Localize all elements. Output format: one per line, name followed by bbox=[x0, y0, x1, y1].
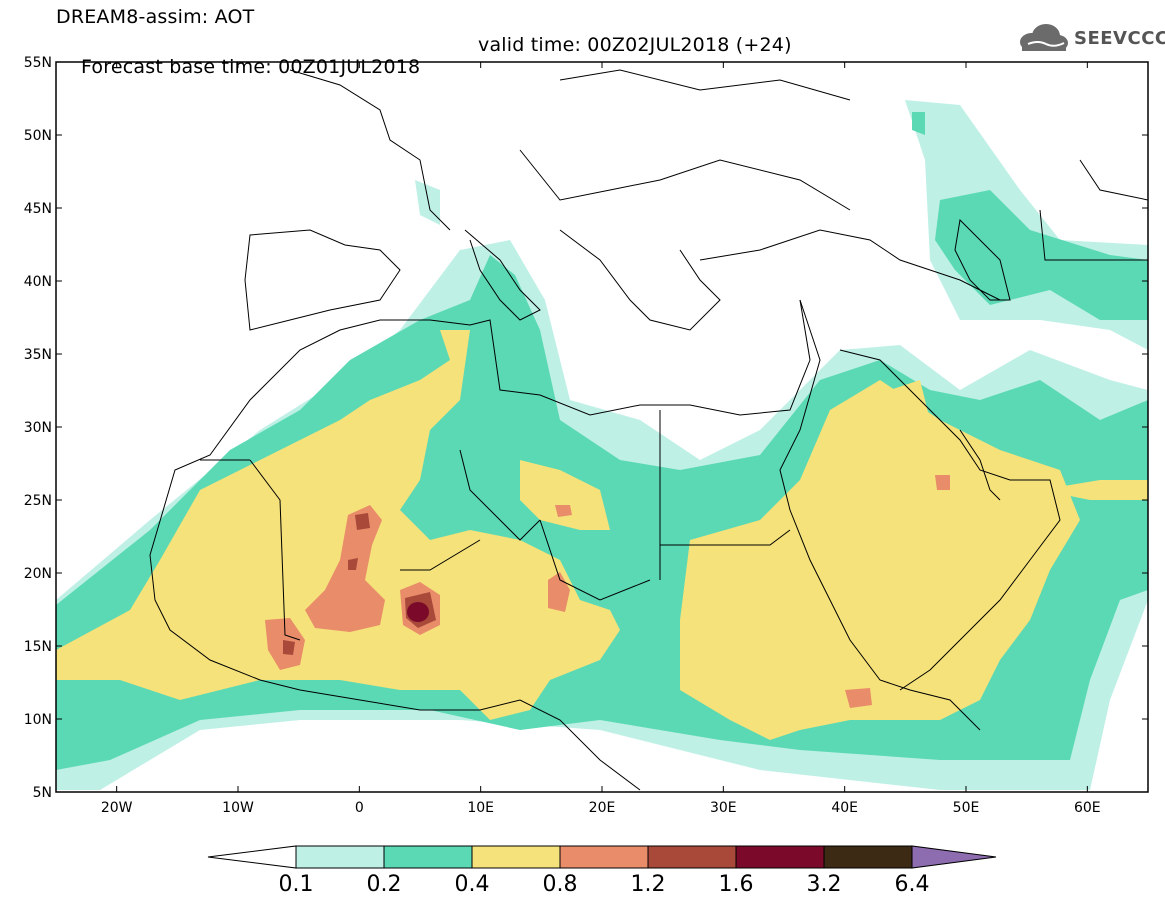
coastlines bbox=[149, 69, 1148, 791]
lat-label: 50N bbox=[24, 128, 52, 144]
colorbar-segment bbox=[559, 845, 649, 869]
colorbar-segment bbox=[823, 845, 913, 869]
lon-label: 60E bbox=[1074, 800, 1101, 816]
lon-label: 50E bbox=[953, 800, 980, 816]
colorbar-label: 1.2 bbox=[631, 872, 666, 897]
colorbar-over-triangle bbox=[911, 845, 997, 869]
colorbar-segment bbox=[471, 845, 561, 869]
lat-label: 5N bbox=[33, 785, 52, 801]
cloud-icon bbox=[1020, 24, 1068, 51]
lat-label: 20N bbox=[24, 566, 52, 582]
lat-label: 10N bbox=[24, 712, 52, 728]
lon-label: 10W bbox=[222, 800, 254, 816]
lat-label: 30N bbox=[24, 420, 52, 436]
lat-label: 25N bbox=[24, 493, 52, 509]
colorbar-segment bbox=[735, 845, 825, 869]
colorbar bbox=[207, 845, 997, 869]
lat-label: 35N bbox=[24, 347, 52, 363]
colorbar-label: 0.8 bbox=[543, 872, 578, 897]
lon-label: 40E bbox=[831, 800, 858, 816]
colorbar-labels: 0.1 0.2 0.4 0.8 1.2 1.6 3.2 6.4 bbox=[279, 872, 930, 897]
logo-text: SEEVCCC bbox=[1074, 28, 1165, 49]
aot-level-1.6 bbox=[407, 602, 429, 622]
map-title: DREAM8-assim: AOT bbox=[56, 6, 255, 28]
colorbar-label: 0.1 bbox=[279, 872, 314, 897]
aot-level-0.8 bbox=[305, 505, 385, 632]
lon-label: 0 bbox=[355, 800, 364, 816]
lat-label: 15N bbox=[24, 639, 52, 655]
colorbar-segment bbox=[383, 845, 473, 869]
colorbar-label: 3.2 bbox=[807, 872, 842, 897]
seevccc-logo: SEEVCCC bbox=[1016, 22, 1165, 56]
colorbar-label: 6.4 bbox=[895, 872, 930, 897]
lon-label: 20E bbox=[589, 800, 616, 816]
colorbar-label: 1.6 bbox=[719, 872, 754, 897]
colorbar-segment bbox=[295, 845, 385, 869]
axis-ticks bbox=[56, 61, 1148, 793]
lat-label: 45N bbox=[24, 201, 52, 217]
latitude-labels: 55N 50N 45N 40N 35N 30N 25N 20N 15N 10N 5N bbox=[24, 55, 52, 801]
valid-time: valid time: 00Z02JUL2018 (+24) bbox=[478, 34, 792, 56]
colorbar-label: 0.2 bbox=[367, 872, 402, 897]
aot-field bbox=[56, 100, 1148, 790]
lat-label: 55N bbox=[24, 55, 52, 71]
aot-level-1.2 bbox=[355, 513, 370, 530]
colorbar-segment bbox=[647, 845, 737, 869]
aot-level-0.4 bbox=[56, 330, 620, 720]
lon-label: 30E bbox=[710, 800, 737, 816]
longitude-labels: 20W 10W 0 10E 20E 30E 40E 50E 60E bbox=[101, 800, 1101, 816]
lon-label: 10E bbox=[467, 800, 494, 816]
colorbar-label: 0.4 bbox=[455, 872, 490, 897]
forecast-time-line: Forecast base time: 00Z01JUL2018 valid t… bbox=[56, 34, 792, 122]
lat-label: 40N bbox=[24, 274, 52, 290]
colorbar-under-triangle bbox=[207, 845, 297, 869]
lon-label: 20W bbox=[101, 800, 133, 816]
